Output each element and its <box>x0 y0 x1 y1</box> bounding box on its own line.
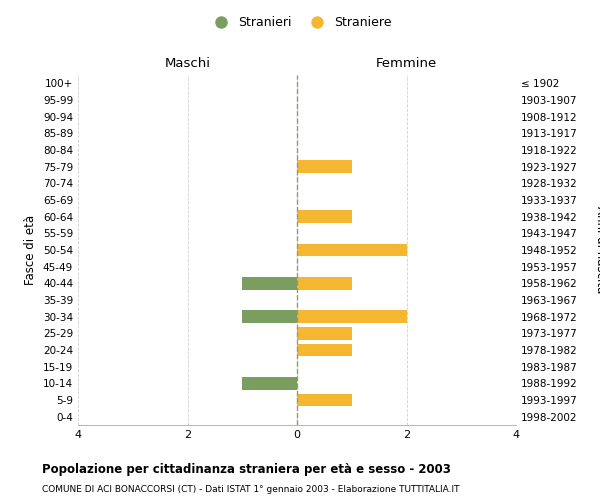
Bar <box>297 310 407 323</box>
Text: COMUNE DI ACI BONACCORSI (CT) - Dati ISTAT 1° gennaio 2003 - Elaborazione TUTTIT: COMUNE DI ACI BONACCORSI (CT) - Dati IST… <box>42 485 460 494</box>
Y-axis label: Anni di nascita: Anni di nascita <box>594 206 600 294</box>
Bar <box>242 377 297 390</box>
Bar <box>242 310 297 323</box>
Bar <box>297 160 352 173</box>
Bar <box>297 327 352 340</box>
Legend: Stranieri, Straniere: Stranieri, Straniere <box>203 11 397 34</box>
Bar <box>297 277 352 289</box>
Bar <box>242 277 297 289</box>
Bar <box>297 210 352 223</box>
Bar <box>297 344 352 356</box>
Bar <box>297 244 407 256</box>
Bar <box>297 394 352 406</box>
Y-axis label: Fasce di età: Fasce di età <box>25 215 37 285</box>
Text: Popolazione per cittadinanza straniera per età e sesso - 2003: Popolazione per cittadinanza straniera p… <box>42 462 451 475</box>
